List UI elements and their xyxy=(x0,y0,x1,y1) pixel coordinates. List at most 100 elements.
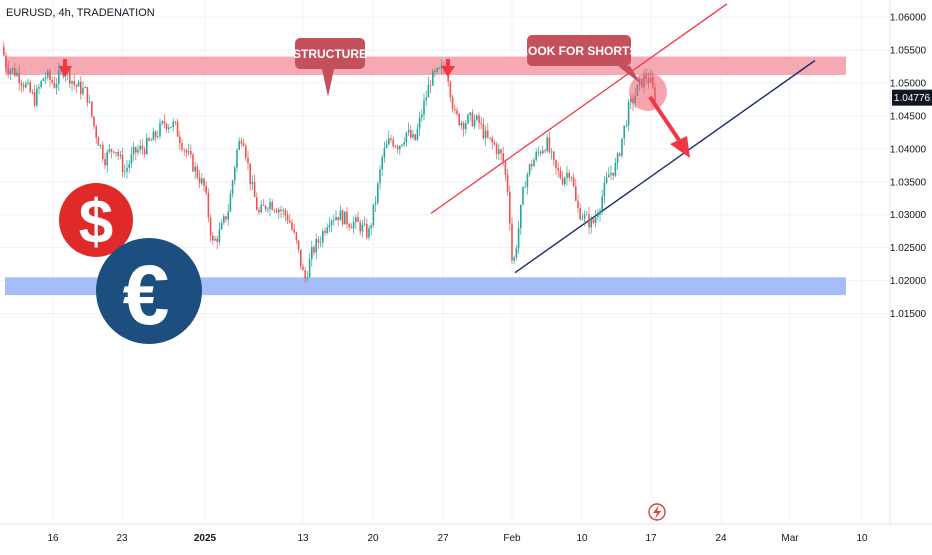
time-axis[interactable]: 16 23 2025 13 20 27 Feb 10 17 24 Mar 10 xyxy=(47,533,868,544)
candle xyxy=(152,127,155,141)
candle xyxy=(51,76,53,85)
candle xyxy=(104,153,106,169)
candle xyxy=(69,66,71,89)
candle xyxy=(97,136,100,146)
candle xyxy=(196,163,199,180)
candle xyxy=(542,145,544,155)
candle xyxy=(227,203,229,226)
candle xyxy=(102,141,104,163)
candle xyxy=(328,217,331,233)
candle xyxy=(249,163,251,191)
candle xyxy=(436,67,438,74)
candle xyxy=(139,139,141,154)
candle xyxy=(449,80,452,103)
candle xyxy=(465,120,467,135)
candle xyxy=(242,138,245,147)
candle xyxy=(390,134,392,143)
candle xyxy=(627,99,630,132)
candle xyxy=(383,141,386,164)
candle xyxy=(370,222,372,236)
candle xyxy=(623,125,625,146)
candle xyxy=(467,113,469,125)
candle xyxy=(47,68,49,81)
candle xyxy=(150,137,152,141)
candle xyxy=(517,220,520,255)
time-tick-label: 16 xyxy=(47,533,59,544)
support-zone xyxy=(5,277,846,296)
candle xyxy=(539,149,542,157)
flash-icon[interactable] xyxy=(648,503,666,521)
candle xyxy=(515,244,518,261)
candle xyxy=(421,109,423,122)
candle xyxy=(91,101,93,119)
candle xyxy=(229,189,232,212)
candle xyxy=(267,206,269,214)
candle xyxy=(297,239,300,253)
candle xyxy=(82,81,84,96)
candle xyxy=(212,231,214,245)
candle xyxy=(58,62,60,91)
candle xyxy=(454,104,456,115)
candle xyxy=(500,148,502,161)
candle xyxy=(179,130,181,150)
red-trendline[interactable] xyxy=(430,3,728,214)
candle xyxy=(187,143,190,156)
price-axis[interactable]: 1.06000 1.05500 1.05000 1.04500 1.04000 1.035… xyxy=(890,13,927,321)
candle xyxy=(170,126,172,128)
candle xyxy=(289,213,291,224)
candle xyxy=(240,137,243,148)
candle xyxy=(480,116,482,130)
candle xyxy=(594,210,597,228)
candle xyxy=(322,228,324,248)
candle xyxy=(311,240,313,267)
time-tick-label: Feb xyxy=(503,533,521,544)
candle xyxy=(148,136,150,142)
candle xyxy=(205,181,207,196)
candle xyxy=(513,255,515,265)
look-for-shorts-label: LOOK FOR SHORTS xyxy=(521,44,638,58)
candle xyxy=(55,78,58,95)
candle xyxy=(295,231,298,244)
candle xyxy=(548,131,551,154)
candle xyxy=(344,211,346,225)
candle xyxy=(429,79,432,94)
candle xyxy=(135,146,137,161)
candle xyxy=(143,146,146,158)
candle xyxy=(339,205,342,221)
candle xyxy=(471,109,474,128)
candle xyxy=(625,120,628,128)
blue-trendline[interactable] xyxy=(514,59,816,274)
candle xyxy=(493,140,496,146)
candle xyxy=(16,68,18,78)
resistance-zone xyxy=(5,56,846,75)
candle xyxy=(220,219,223,231)
price-tick-label: 1.04000 xyxy=(890,144,927,155)
candle xyxy=(293,223,295,234)
candle xyxy=(511,216,513,265)
candle xyxy=(333,214,335,226)
price-tick-label: 1.04500 xyxy=(890,111,927,122)
candle xyxy=(238,137,240,151)
candle xyxy=(172,118,174,132)
candle xyxy=(520,204,522,235)
candle xyxy=(113,150,115,155)
candle xyxy=(491,135,493,150)
candle xyxy=(174,120,177,125)
candle xyxy=(192,152,194,173)
time-tick-label: 10 xyxy=(856,533,868,544)
candle xyxy=(425,90,427,107)
candle xyxy=(438,66,441,70)
time-tick-label: 2025 xyxy=(194,533,217,544)
candle xyxy=(161,119,163,126)
candle xyxy=(275,207,278,214)
candle xyxy=(469,111,471,122)
candle xyxy=(561,171,564,187)
time-tick-label: 27 xyxy=(437,533,449,544)
candle xyxy=(3,42,5,57)
candle xyxy=(405,131,408,147)
candle xyxy=(555,159,557,175)
time-tick-label: 10 xyxy=(576,533,588,544)
candle xyxy=(355,214,357,229)
candle xyxy=(348,222,350,231)
